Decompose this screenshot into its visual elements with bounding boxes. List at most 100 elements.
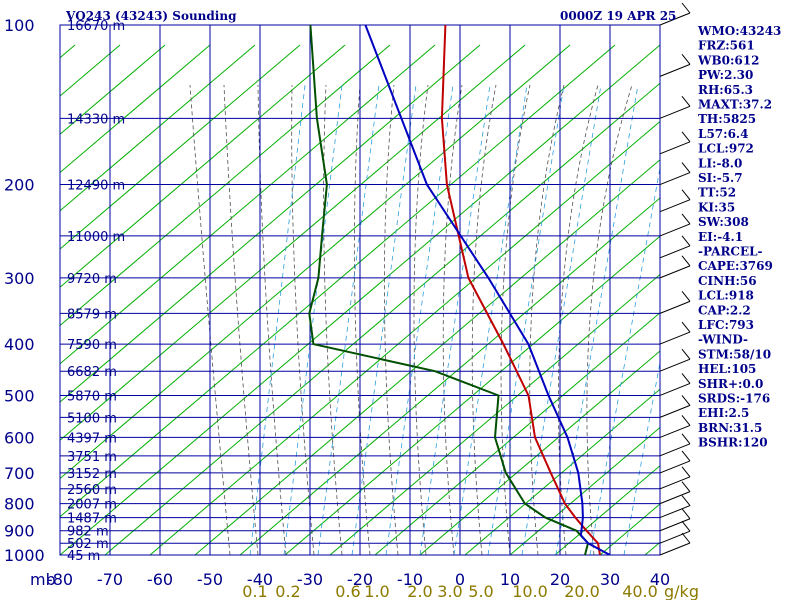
temperature-tick-label: 30 (600, 570, 620, 589)
index-label: CAPE:3769 (698, 259, 773, 273)
wind-barb (659, 460, 691, 474)
temperature-tick-label: 40 (650, 570, 670, 589)
index-label: PW:2.30 (698, 68, 753, 82)
mixing-ratio-label: 5.0 (468, 582, 493, 600)
wind-barb-flag (681, 466, 691, 478)
index-label: STM:58/10 (698, 347, 771, 361)
wind-barb (659, 404, 691, 418)
dry-adiabat (554, 465, 660, 555)
dry-adiabat (329, 273, 660, 555)
index-label: MAXT:37.2 (698, 98, 772, 112)
wind-barb (659, 172, 691, 186)
temperature-line (440, 25, 601, 555)
wind-barb (659, 443, 691, 457)
wind-barb (659, 382, 691, 396)
moist-adiabat (291, 84, 315, 555)
index-label: FRZ:561 (698, 39, 755, 53)
index-label: LCL:972 (698, 142, 754, 156)
height-label: 5870 m (67, 389, 117, 404)
wind-barb (659, 542, 691, 556)
wind-barb-flag (681, 395, 691, 406)
mixing-ratio-line (317, 84, 380, 555)
moist-adiabat (223, 84, 259, 555)
temperature-tick-label: 0 (455, 570, 465, 589)
height-label: 7590 m (67, 338, 117, 353)
pressure-tick-label: 1000 (4, 546, 45, 565)
dry-adiabat (60, 44, 256, 212)
temperature-tick-label: -50 (197, 570, 223, 589)
mixing-ratio-label: 20.0 (564, 582, 600, 600)
height-label: 2560 m (67, 483, 117, 498)
pressure-tick-label: 600 (4, 428, 35, 447)
mixing-ratio-line (385, 84, 454, 555)
mixing-ratio-label: 1.0 (364, 582, 389, 600)
wind-barb-flag (681, 235, 691, 247)
moist-adiabat (257, 84, 287, 555)
mixing-ratio-label: 0.6 (335, 582, 360, 600)
dry-adiabat (60, 44, 346, 288)
wind-barb-flag (681, 481, 691, 492)
wind-barb-flag (681, 495, 691, 506)
dry-adiabat (60, 44, 481, 403)
wind-barbs (659, 2, 691, 556)
moist-adiabat (586, 84, 633, 555)
wind-barb (659, 265, 691, 279)
wind-barb-flag (681, 415, 691, 426)
series-lines (308, 25, 611, 555)
height-label: 16670 m (67, 19, 125, 34)
moist-adiabat (529, 84, 565, 555)
index-label: TH:5825 (698, 112, 756, 126)
mixing-ratio-line (283, 84, 343, 555)
plot-frame (59, 24, 661, 556)
moist-adiabat (353, 84, 371, 555)
height-label: 8579 m (67, 307, 117, 322)
moist-adiabat (442, 84, 463, 555)
height-label: 14330 m (67, 112, 125, 127)
wind-barb (659, 63, 691, 77)
pressure-tick-label: 100 (4, 16, 35, 35)
wind-barb-flag (681, 348, 691, 360)
wind-barb-flag (681, 255, 691, 267)
index-label: SW:308 (698, 215, 749, 229)
wind-barb-flag (681, 162, 691, 173)
index-label: -WIND- (698, 333, 748, 347)
wind-barb (659, 358, 691, 372)
dry-adiabat (104, 82, 660, 555)
height-label: 6682 m (67, 365, 117, 380)
height-label: 4397 m (67, 431, 117, 446)
wind-barb (659, 300, 691, 314)
temperature-tick-label: -80 (47, 570, 73, 589)
mixing-ratio-line (487, 84, 565, 555)
moist-adiabat (413, 84, 429, 555)
height-label: 982 m (67, 525, 109, 540)
wind-barb (659, 476, 691, 490)
index-label: WB0:612 (697, 53, 759, 67)
moist-adiabat (323, 84, 343, 555)
index-label: L57:6.4 (698, 127, 748, 141)
moist-adiabat (384, 84, 399, 555)
pressure-tick-label: 300 (4, 269, 35, 288)
height-label: 11000 m (67, 230, 125, 245)
pressure-tick-label: 800 (4, 495, 35, 514)
moist-adiabat (557, 84, 599, 555)
mixing-ratio-line (521, 84, 602, 555)
index-label: BSHR:120 (698, 436, 768, 450)
wind-barb (659, 223, 691, 237)
height-label: 12490 m (67, 179, 125, 194)
wind-barb (659, 199, 691, 213)
temperature-tick-label: -10 (397, 570, 423, 589)
wind-barb (659, 331, 691, 345)
wind-barb-flag (681, 291, 691, 302)
dry-adiabat (780, 45, 800, 555)
temperature-tick-label: 20 (550, 570, 570, 589)
dry-adiabat (239, 197, 660, 555)
index-label: LFC:793 (698, 318, 754, 332)
moist-adiabats (189, 84, 633, 555)
height-label: 2007 m (67, 498, 117, 513)
index-label: KI:35 (698, 200, 735, 214)
wind-barb (659, 141, 691, 155)
index-label: BRN:31.5 (698, 421, 762, 435)
pressure-tick-label: 900 (4, 522, 35, 541)
